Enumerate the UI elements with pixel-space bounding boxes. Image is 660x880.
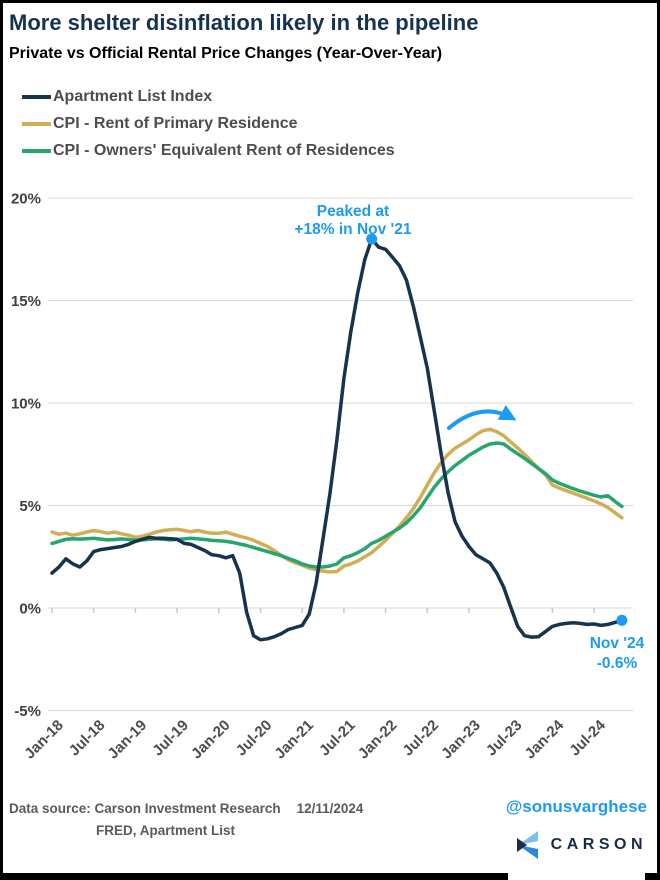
svg-text:Jan-21: Jan-21: [271, 717, 317, 763]
frame-border-top: [0, 0, 660, 3]
svg-text:20%: 20%: [11, 191, 41, 208]
legend-label: CPI - Owners' Equivalent Rent of Residen…: [53, 141, 395, 159]
svg-text:+18% in Nov '21: +18% in Nov '21: [295, 221, 412, 238]
svg-text:0%: 0%: [19, 601, 41, 618]
legend-swatch: [22, 121, 51, 126]
legend-item: CPI - Owners' Equivalent Rent of Residen…: [22, 137, 395, 164]
legend-item: Apartment List Index: [22, 83, 395, 110]
legend-item: CPI - Rent of Primary Residence: [22, 110, 395, 137]
svg-text:Jul-22: Jul-22: [399, 717, 442, 760]
frame-border-bottom-right: [645, 873, 660, 880]
chart-subtitle: Private vs Official Rental Price Changes…: [9, 45, 443, 62]
svg-text:Jan-19: Jan-19: [105, 717, 151, 763]
svg-text:Jan-23: Jan-23: [438, 717, 484, 763]
svg-text:Jul-19: Jul-19: [149, 717, 192, 760]
data-source-label: Data source: Carson Investment Research: [9, 801, 281, 816]
svg-text:Jan-20: Jan-20: [188, 717, 234, 763]
data-source-line2: FRED, Apartment List: [96, 823, 236, 838]
svg-text:-0.6%: -0.6%: [597, 655, 638, 672]
svg-text:5%: 5%: [19, 498, 41, 515]
frame-border-right: [657, 0, 660, 880]
social-handle-link[interactable]: @sonusvarghese: [505, 797, 647, 816]
svg-text:10%: 10%: [11, 396, 41, 413]
page-title: More shelter disinflation likely in the …: [9, 10, 479, 35]
legend-label: CPI - Rent of Primary Residence: [53, 114, 298, 132]
svg-text:Jan-24: Jan-24: [522, 716, 568, 762]
svg-text:Jul-21: Jul-21: [316, 717, 359, 760]
legend-swatch: [22, 94, 51, 99]
svg-text:Jan-22: Jan-22: [355, 717, 401, 763]
frame-border-left: [0, 0, 3, 880]
carson-logo-icon: [516, 831, 538, 859]
svg-text:Jul-24: Jul-24: [566, 716, 609, 759]
carson-logo: CARSON: [516, 830, 647, 860]
svg-text:Jul-20: Jul-20: [233, 717, 276, 760]
legend-swatch: [22, 148, 51, 153]
legend-label: Apartment List Index: [53, 87, 213, 105]
svg-text:-5%: -5%: [14, 703, 41, 720]
chart-legend: Apartment List Index CPI - Rent of Prima…: [22, 83, 395, 164]
source-date: 12/11/2024: [296, 801, 364, 816]
frame-border-bottom: [0, 873, 508, 880]
svg-text:15%: 15%: [11, 293, 41, 310]
data-source-line: Data source: Carson Investment Research 1…: [9, 801, 363, 816]
svg-text:Jan-18: Jan-18: [21, 717, 67, 763]
svg-text:Nov '24: Nov '24: [590, 635, 645, 652]
carson-wordmark: CARSON: [550, 836, 647, 853]
svg-text:Jul-23: Jul-23: [483, 717, 526, 760]
svg-text:Jul-18: Jul-18: [66, 717, 109, 760]
svg-text:Peaked at: Peaked at: [317, 203, 389, 220]
